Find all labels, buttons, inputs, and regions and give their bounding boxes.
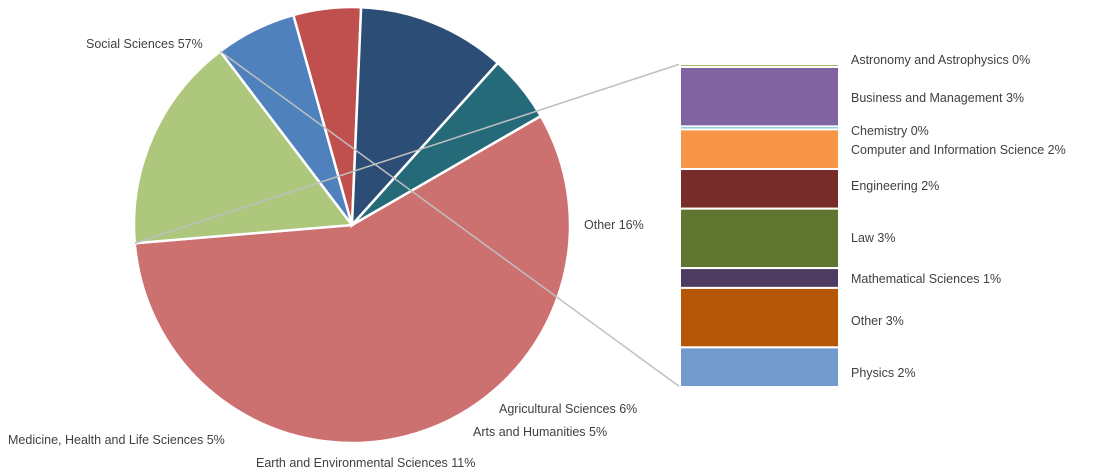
pie-slice-social-sciences-57	[133, 114, 572, 445]
connector-line-top	[134, 63, 681, 244]
pie-slices	[132, 5, 572, 445]
slice-label-agricultural-sciences-6: Agricultural Sciences 6%	[499, 402, 637, 416]
bar-label-mathematical-sciences-1: Mathematical Sciences 1%	[851, 272, 1001, 286]
chart-labels: Social Sciences 57% Other 16% Agricultural…	[8, 37, 1066, 469]
breakdown-bar-segments	[679, 63, 840, 388]
bar-label-physics-2: Physics 2%	[851, 366, 916, 380]
slice-label-arts-and-humanities-5: Arts and Humanities 5%	[473, 425, 607, 439]
bar-label-other-3: Other 3%	[851, 314, 904, 328]
connector-line-bottom	[219, 50, 681, 388]
slice-label-medicine-health-and-life-sciences-5: Medicine, Health and Life Sciences 5%	[8, 433, 225, 447]
slice-label-other-16: Other 16%	[584, 218, 644, 232]
bar-label-engineering-2: Engineering 2%	[851, 179, 939, 193]
pie-slice-medicine-health-and-life-sciences-5	[351, 61, 543, 227]
bar-segment-computer-and-information-science-2	[679, 128, 840, 171]
bar-label-business-and-management-3: Business and Management 3%	[851, 91, 1024, 105]
bar-segment-mathematical-sciences-1	[679, 267, 840, 289]
pie-slice-earth-and-environmental-sciences-11	[350, 5, 500, 229]
bar-label-astronomy-and-astrophysics-0: Astronomy and Astrophysics 0%	[851, 53, 1030, 67]
pie-slice-other-16	[132, 49, 355, 245]
bar-segment-other-3	[679, 286, 840, 349]
slice-label-earth-and-environmental-sciences-11: Earth and Environmental Sciences 11%	[256, 456, 475, 469]
bar-label-law-3: Law 3%	[851, 231, 895, 245]
bar-segment-law-3	[679, 207, 840, 270]
bar-segment-physics-2	[679, 346, 840, 388]
bar-segment-engineering-2	[679, 168, 840, 210]
slice-label-social-sciences-57: Social Sciences 57%	[86, 37, 203, 51]
bar-label-chemistry-0: Chemistry 0%	[851, 124, 929, 138]
connector-lines	[134, 50, 681, 388]
bar-label-computer-and-information-science-2: Computer and Information Science 2%	[851, 143, 1066, 157]
bar-segment-business-and-management-3	[679, 65, 840, 128]
